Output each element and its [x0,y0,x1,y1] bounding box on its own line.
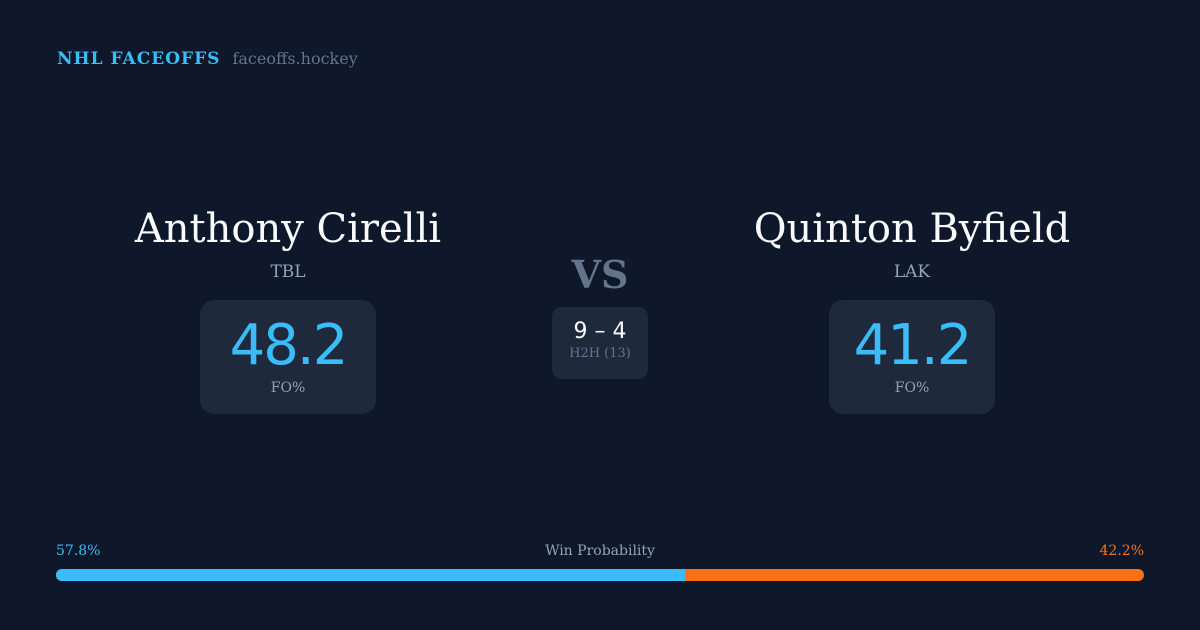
vs-label: VS [571,252,629,297]
p1-probability: 57.8% [56,543,101,559]
p1-probability-fill [56,569,685,581]
h2h-card: 9 – 4 H2H (13) [552,307,648,379]
player1-fo-pct: 48.2 [229,313,349,378]
player2-team: LAK [893,262,931,282]
probability-bar [56,569,1144,581]
h2h-label: H2H (13) [569,346,631,361]
player2-fo-card: 41.2 FO% [829,300,995,414]
player1-team: TBL [270,262,306,282]
h2h-score: 9 – 4 [573,319,627,344]
win-probability: 57.8% Win Probability 42.2% [56,543,1144,581]
brand: NHL FACEOFFS faceoffs.hockey [57,49,358,69]
player1-fo-label: FO% [270,380,306,396]
player2-name: Quinton Byfield [753,206,1071,252]
p2-probability: 42.2% [1099,543,1144,559]
brand-title: NHL FACEOFFS [57,49,221,69]
player1-panel: Anthony Cirelli TBL 48.2 FO% [38,206,538,414]
player2-panel: Quinton Byfield LAK 41.2 FO% [662,206,1162,414]
player2-fo-pct: 41.2 [853,313,973,378]
player2-fo-label: FO% [894,380,930,396]
player1-name: Anthony Cirelli [134,206,442,252]
player1-fo-card: 48.2 FO% [200,300,376,414]
win-probability-label: Win Probability [545,543,655,559]
brand-url: faceoffs.hockey [232,49,358,68]
